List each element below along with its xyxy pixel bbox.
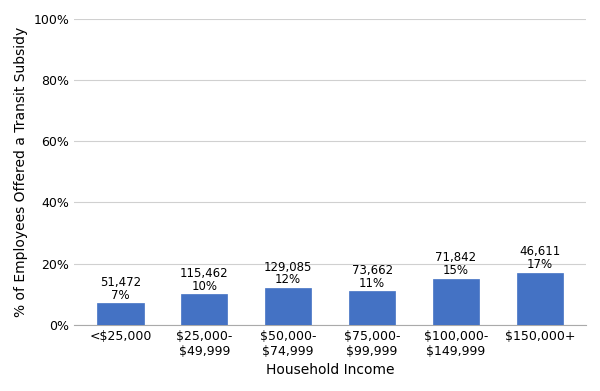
Text: 10%: 10% <box>191 280 217 292</box>
Text: 115,462: 115,462 <box>180 267 229 280</box>
Text: 71,842: 71,842 <box>436 251 476 264</box>
Bar <box>265 288 311 325</box>
Bar <box>349 291 395 325</box>
Bar <box>517 273 563 325</box>
Text: 15%: 15% <box>443 264 469 277</box>
Text: 46,611: 46,611 <box>519 245 560 258</box>
Text: 11%: 11% <box>359 276 385 289</box>
Y-axis label: % of Employees Offered a Transit Subsidy: % of Employees Offered a Transit Subsidy <box>14 27 28 317</box>
Text: 51,472: 51,472 <box>100 276 141 289</box>
X-axis label: Household Income: Household Income <box>266 363 394 377</box>
Text: 7%: 7% <box>111 289 130 302</box>
Text: 73,662: 73,662 <box>352 264 392 277</box>
Text: 129,085: 129,085 <box>264 261 313 274</box>
Bar <box>433 279 479 325</box>
Text: 17%: 17% <box>527 258 553 271</box>
Text: 12%: 12% <box>275 273 301 287</box>
Bar <box>97 303 143 325</box>
Bar <box>181 294 227 325</box>
